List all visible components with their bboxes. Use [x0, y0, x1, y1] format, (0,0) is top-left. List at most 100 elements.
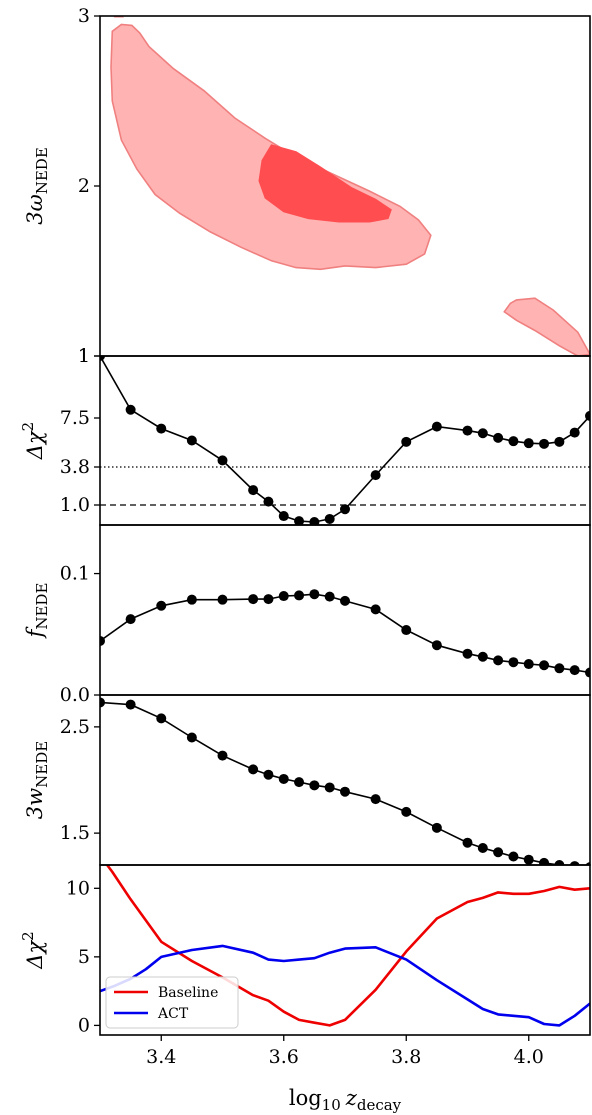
data-point-10 [324, 782, 335, 793]
y-axis-label: 3ωNEDE [23, 147, 51, 225]
series-line [100, 701, 571, 865]
y-axis-label-main: 3ω [23, 194, 47, 225]
data-point-20 [539, 438, 550, 449]
data-point-15 [462, 648, 473, 659]
line-plot [100, 697, 590, 865]
y-tick-1: 1 [78, 345, 90, 367]
line-plot [100, 589, 590, 678]
data-point-5 [248, 764, 259, 775]
y-tick-5: 5 [78, 946, 90, 968]
data-point-0 [100, 356, 105, 361]
delta-chi2-comparison-panel: 0 5 10 Δχ2 [19, 865, 590, 1036]
y-axis-label-main: f [23, 626, 47, 639]
data-point-15 [462, 425, 473, 436]
data-point-12 [370, 794, 381, 805]
data-point-21 [554, 860, 565, 865]
data-point-7 [278, 511, 289, 522]
data-point-5 [248, 485, 259, 496]
legend-label-act: ACT [157, 1006, 189, 1022]
x-axis: 3.4 3.6 3.8 4.0 log10 zdecay [146, 1035, 544, 1114]
data-point-6 [263, 769, 274, 780]
x-axis-label: log10 zdecay [289, 1086, 402, 1114]
data-point-3 [186, 732, 197, 743]
data-point-16 [477, 843, 488, 853]
data-point-22 [569, 427, 580, 438]
y-tick-1.0: 1.0 [60, 494, 90, 516]
data-point-18 [508, 851, 519, 862]
x-tick-3.6: 3.6 [269, 1046, 299, 1068]
y-axis-label-sup: 2 [19, 931, 37, 941]
profile-plot [100, 356, 590, 525]
y-tick-0.0: 0.0 [60, 684, 90, 706]
y-tick-0.1: 0.1 [60, 563, 90, 585]
data-point-23 [585, 410, 590, 421]
panel-frames [99, 15, 591, 1036]
data-point-7 [278, 591, 289, 602]
data-point-20 [539, 857, 550, 865]
y-axis-label-sub: NEDE [33, 147, 51, 194]
y-tick-7.5: 7.5 [60, 407, 90, 429]
data-point-14 [431, 822, 442, 833]
data-point-18 [508, 436, 519, 447]
data-point-16 [477, 651, 488, 662]
x-tick-3.8: 3.8 [391, 1046, 421, 1068]
data-point-6 [263, 594, 274, 605]
data-point-23 [585, 862, 590, 865]
series-line-act [100, 944, 590, 1027]
data-point-9 [309, 780, 320, 791]
data-point-2 [156, 423, 167, 434]
contour-68%-region-0 [258, 144, 392, 223]
data-point-10 [324, 591, 335, 602]
data-point-4 [217, 594, 228, 605]
data-point-1 [125, 699, 136, 710]
contour-regions [110, 16, 590, 356]
data-point-16 [477, 428, 488, 439]
data-point-8 [294, 516, 305, 525]
y-tick-2: 2 [78, 175, 90, 197]
y-tick-0: 0 [78, 1014, 90, 1036]
y-tick-1: 1 [78, 345, 90, 367]
data-point-7 [278, 773, 289, 784]
3w-nede-panel: 1.5 2.5 3wNEDE [23, 697, 590, 865]
data-point-2 [156, 713, 167, 724]
y-tick-10: 10 [66, 877, 90, 899]
y-axis-label: Δχ2 [19, 931, 47, 969]
y-axis-label-sub: NEDE [33, 741, 51, 788]
y-axis-label-main: Δχ [23, 940, 47, 970]
data-point-12 [370, 604, 381, 615]
data-point-19 [523, 659, 534, 670]
y-axis-label: fNEDE [23, 583, 51, 640]
data-point-14 [431, 421, 442, 432]
data-point-17 [493, 847, 504, 858]
data-point-11 [340, 504, 350, 515]
legend: Baseline ACT [105, 976, 239, 1029]
data-point-0 [100, 635, 105, 646]
data-point-22 [569, 665, 580, 676]
y-tick-2.5: 2.5 [60, 716, 90, 738]
data-point-11 [340, 786, 350, 797]
x-axis-label-var-sub: decay [357, 1096, 402, 1114]
panel-frame-2 [99, 524, 591, 696]
legend-label-baseline: Baseline [158, 985, 218, 1001]
data-point-15 [462, 837, 473, 848]
data-point-22 [569, 861, 580, 865]
data-point-3 [186, 594, 197, 605]
data-point-13 [401, 806, 412, 817]
data-point-0 [100, 697, 105, 708]
series-line-baseline [105, 865, 590, 1027]
data-point-11 [340, 595, 350, 606]
x-axis-label-base: 10 [322, 1096, 341, 1114]
data-point-14 [431, 640, 442, 651]
y-axis-label-sub: NEDE [33, 583, 51, 630]
data-point-8 [294, 777, 305, 788]
delta-chi2-profile-panel: 1.0 3.8 7.5 1 Δχ2 [19, 345, 590, 525]
x-axis-label-var: z [345, 1086, 358, 1110]
data-point-21 [554, 663, 565, 674]
data-point-23 [585, 667, 590, 678]
panel-frame-4 [99, 864, 591, 1036]
data-point-1 [125, 614, 136, 625]
data-point-9 [309, 517, 320, 525]
legend-box [105, 976, 239, 1029]
x-tick-3.4: 3.4 [146, 1046, 176, 1068]
